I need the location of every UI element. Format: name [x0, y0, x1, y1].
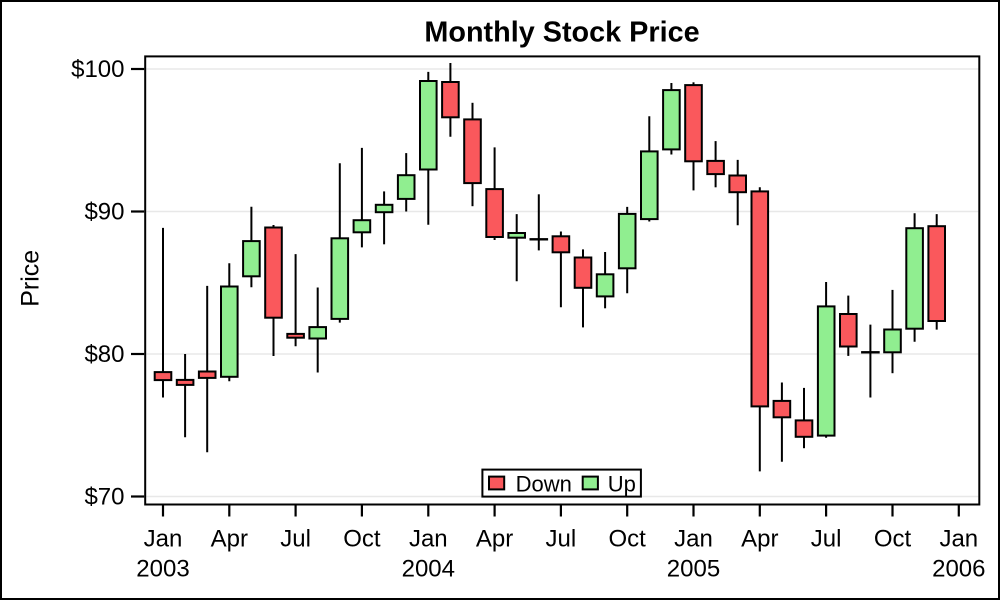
svg-text:Jan: Jan	[144, 525, 183, 552]
svg-text:Apr: Apr	[741, 525, 778, 552]
svg-text:Jan: Jan	[939, 525, 978, 552]
svg-text:$80: $80	[84, 341, 124, 368]
svg-text:Monthly Stock Price: Monthly Stock Price	[424, 16, 699, 48]
svg-text:Price: Price	[16, 250, 44, 307]
svg-text:Apr: Apr	[476, 525, 513, 552]
svg-text:Oct: Oct	[874, 525, 912, 552]
svg-text:Jan: Jan	[409, 525, 448, 552]
svg-text:$70: $70	[84, 484, 124, 511]
svg-text:$90: $90	[84, 199, 124, 226]
svg-text:Up: Up	[608, 472, 636, 497]
svg-text:Oct: Oct	[343, 525, 381, 552]
svg-text:Apr: Apr	[211, 525, 248, 552]
svg-text:Jan: Jan	[674, 525, 713, 552]
svg-text:2004: 2004	[402, 555, 455, 582]
svg-text:Jul: Jul	[811, 525, 842, 552]
svg-text:Oct: Oct	[609, 525, 647, 552]
svg-text:Down: Down	[516, 472, 572, 497]
svg-text:Jul: Jul	[546, 525, 577, 552]
svg-text:2006: 2006	[932, 555, 985, 582]
svg-text:2003: 2003	[136, 555, 189, 582]
svg-text:Jul: Jul	[280, 525, 311, 552]
svg-text:2005: 2005	[667, 555, 720, 582]
svg-text:$100: $100	[71, 56, 124, 83]
